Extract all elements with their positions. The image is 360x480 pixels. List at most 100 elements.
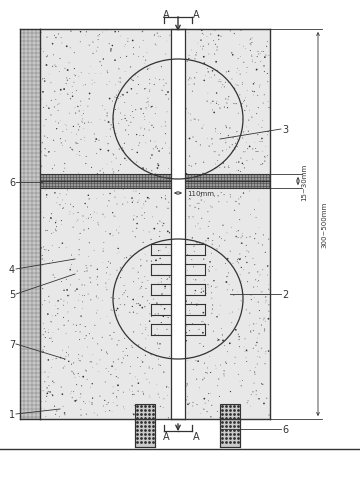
Point [89, 400, 95, 408]
Point [167, 229, 172, 237]
Point [75, 216, 81, 224]
Point [39, 209, 45, 216]
Point [157, 394, 162, 401]
Point [43, 246, 49, 254]
Point [59, 221, 65, 229]
Point [192, 204, 198, 212]
Point [100, 192, 106, 199]
Point [90, 39, 96, 47]
Point [51, 137, 57, 145]
Point [78, 173, 84, 181]
Point [226, 281, 232, 288]
Point [208, 413, 214, 420]
Point [109, 336, 115, 343]
Point [149, 168, 155, 175]
Point [81, 110, 86, 118]
Point [184, 170, 189, 178]
Point [235, 65, 240, 73]
Point [42, 133, 48, 141]
Point [146, 364, 152, 372]
Point [55, 120, 61, 128]
Point [258, 380, 264, 388]
Point [222, 342, 228, 350]
Point [201, 288, 206, 295]
Point [220, 331, 225, 339]
Point [60, 364, 66, 372]
Point [237, 333, 242, 341]
Point [44, 192, 50, 199]
Point [159, 291, 165, 299]
Point [76, 276, 82, 284]
Point [245, 278, 251, 286]
Point [237, 96, 242, 104]
Point [71, 72, 77, 80]
Point [225, 132, 231, 140]
Point [42, 368, 48, 376]
Text: 2: 2 [282, 289, 288, 300]
Point [227, 340, 233, 348]
Point [200, 170, 206, 178]
Point [259, 135, 265, 143]
Point [156, 162, 161, 170]
Point [227, 310, 233, 317]
Point [216, 336, 222, 344]
Point [239, 101, 244, 109]
Point [206, 284, 212, 292]
Point [135, 300, 141, 308]
Point [229, 309, 235, 316]
Point [144, 408, 150, 416]
Point [217, 302, 223, 310]
Point [224, 273, 230, 281]
Point [151, 183, 157, 191]
Point [84, 153, 89, 161]
Point [42, 297, 48, 305]
Point [45, 311, 51, 318]
Point [252, 60, 258, 67]
Point [220, 82, 226, 89]
Point [53, 302, 59, 310]
Point [223, 96, 229, 104]
Point [111, 359, 116, 366]
Point [54, 200, 60, 207]
Point [237, 256, 243, 264]
Point [85, 290, 91, 298]
Point [122, 99, 128, 107]
Point [100, 56, 106, 64]
Point [206, 41, 211, 49]
Point [258, 288, 264, 296]
Point [255, 353, 261, 360]
Point [56, 31, 62, 39]
Point [250, 388, 256, 396]
Point [238, 155, 244, 163]
Point [41, 320, 46, 328]
Point [39, 149, 44, 156]
Point [216, 102, 221, 109]
Point [163, 92, 168, 99]
Point [146, 363, 152, 371]
Point [251, 321, 257, 328]
Point [260, 241, 265, 249]
Point [231, 31, 237, 38]
Point [96, 32, 102, 39]
Point [229, 319, 235, 327]
Point [231, 207, 237, 215]
Point [136, 142, 141, 150]
Point [77, 336, 82, 344]
Point [143, 411, 149, 419]
Point [143, 324, 149, 332]
Point [94, 307, 100, 314]
Point [120, 186, 126, 194]
Point [45, 356, 51, 364]
Point [260, 118, 266, 125]
Point [89, 399, 95, 407]
Point [94, 170, 100, 178]
Point [244, 358, 249, 366]
Point [40, 331, 46, 339]
Point [190, 399, 196, 407]
Point [134, 214, 140, 221]
Point [46, 382, 52, 390]
Point [214, 246, 220, 253]
Point [203, 369, 209, 377]
Point [64, 191, 69, 199]
Point [129, 77, 135, 84]
